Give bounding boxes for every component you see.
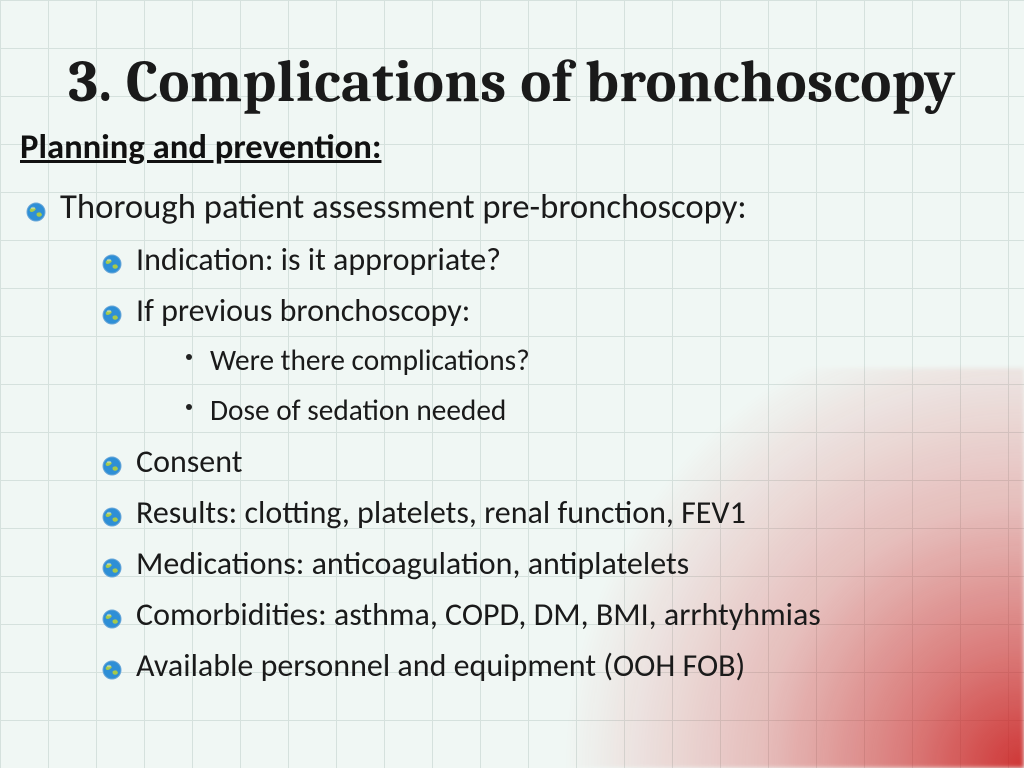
list-item-text: Dose of sedation needed [210,392,506,428]
list-item-text: Thorough patient assessment pre-bronchos… [60,186,747,228]
list-item: Comorbidities: asthma, COPD, DM, BMI, ar… [102,595,1006,634]
list-item: Available personnel and equipment (OOH F… [102,646,1006,685]
list-item-text: If previous bronchoscopy: [136,291,470,330]
outline-level-3: Were there complications? Dose of sedati… [136,342,1006,428]
dot-icon [186,404,192,410]
globe-icon [26,190,46,210]
outline-level-2: Indication: is it appropriate? If previo… [60,240,1006,685]
list-item-text: Were there complications? [210,342,530,378]
list-item-text: Medications: anticoagulation, antiplatel… [136,544,689,583]
list-item: Indication: is it appropriate? [102,240,1006,279]
globe-icon [102,497,122,517]
list-item: Thorough patient assessment pre-bronchos… [26,186,1006,685]
list-item: Medications: anticoagulation, antiplatel… [102,544,1006,583]
globe-icon [102,599,122,619]
slide-title: 3. Complications of bronchoscopy [18,48,1006,116]
list-item: Consent [102,442,1006,481]
dot-icon [186,354,192,360]
list-item-text: Results: clotting, platelets, renal func… [136,493,746,532]
list-item: Dose of sedation needed [180,392,1006,428]
slide: 3. Complications of bronchoscopy Plannin… [0,0,1024,768]
globe-icon [102,446,122,466]
list-item-text: Indication: is it appropriate? [136,240,501,279]
list-item: If previous bronchoscopy: Were there com… [102,291,1006,428]
slide-subhead: Planning and prevention: [20,126,1006,168]
globe-icon [102,650,122,670]
list-item-text: Consent [136,442,242,481]
globe-icon [102,548,122,568]
list-item-text: Available personnel and equipment (OOH F… [136,646,745,685]
globe-icon [102,244,122,264]
list-item-text: Comorbidities: asthma, COPD, DM, BMI, ar… [136,595,821,634]
globe-icon [102,295,122,315]
list-item: Were there complications? [180,342,1006,378]
outline-level-1: Thorough patient assessment pre-bronchos… [18,186,1006,685]
list-item: Results: clotting, platelets, renal func… [102,493,1006,532]
